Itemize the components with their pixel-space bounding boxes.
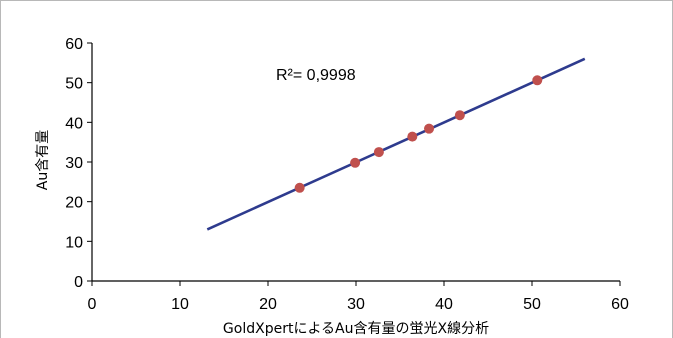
r-squared-annotation: R²= 0,9998 — [276, 67, 356, 84]
data-point — [454, 110, 465, 121]
x-tick-label: 0 — [88, 296, 97, 313]
y-tick-label: 50 — [65, 76, 83, 93]
trendline-layer — [206, 57, 586, 231]
data-points — [294, 75, 543, 193]
y-axis-title: Au含有量 — [35, 130, 51, 190]
y-tick-label: 40 — [65, 115, 83, 132]
data-point — [373, 147, 384, 158]
y-tick-label: 60 — [65, 36, 83, 53]
x-tick-label: 40 — [435, 296, 453, 313]
labels: R²= 0,9998 GoldXpertによるAu含有量の蛍光X線分析 Au含有… — [35, 36, 629, 337]
x-axis-title: GoldXpertによるAu含有量の蛍光X線分析 — [223, 321, 489, 337]
data-point — [350, 157, 361, 168]
data-point — [532, 75, 543, 86]
x-tick-label: 20 — [259, 296, 277, 313]
data-point — [294, 182, 305, 193]
y-tick-label: 10 — [65, 234, 83, 251]
data-point — [424, 123, 435, 134]
x-tick-label: 30 — [347, 296, 365, 313]
y-tick-label: 20 — [65, 195, 83, 212]
axes — [87, 42, 621, 286]
trendline — [206, 57, 586, 231]
y-tick-label: 0 — [74, 274, 83, 291]
x-tick-label: 60 — [611, 296, 629, 313]
data-point — [407, 131, 418, 142]
y-tick-label: 30 — [65, 155, 83, 172]
x-tick-label: 50 — [523, 296, 541, 313]
x-tick-label: 10 — [171, 296, 189, 313]
